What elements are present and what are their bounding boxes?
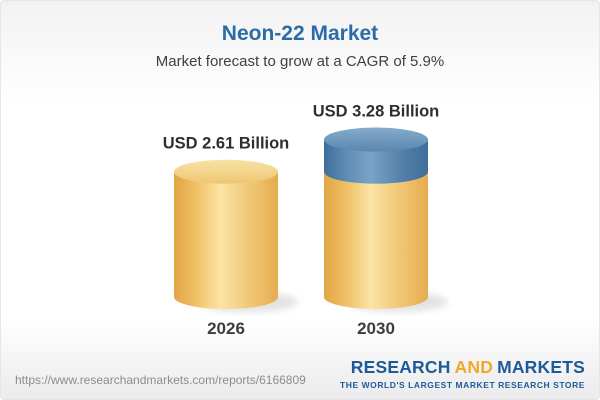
logo-word-and: AND <box>454 357 494 377</box>
year-label-2030: 2030 <box>357 319 395 338</box>
cylinder-2026 <box>174 159 298 312</box>
logo-word-research: RESEARCH <box>350 357 451 377</box>
report-url[interactable]: https://www.researchandmarkets.com/repor… <box>15 373 306 387</box>
chart-layer: USD 2.61 Billion 2026 USD 3.28 Billion 2030 <box>163 103 448 338</box>
logo-word-markets: MARKETS <box>497 357 585 377</box>
chart-title: Neon-22 Market <box>221 22 379 45</box>
chart-header: Neon-22 Market Market forecast to grow a… <box>1 1 599 70</box>
year-label-2026: 2026 <box>207 319 245 338</box>
brand-logo-wordmark: RESEARCH AND MARKETS <box>340 357 585 378</box>
chart-subtitle: Market forecast to grow at a CAGR of 5.9… <box>155 53 445 71</box>
cylinder-2030 <box>324 127 448 312</box>
logo-tagline: THE WORLD'S LARGEST MARKET RESEARCH STOR… <box>340 380 585 390</box>
value-label-2030: USD 3.28 Billion <box>313 103 440 121</box>
value-label-2026: USD 2.61 Billion <box>163 135 290 153</box>
brand-logo: RESEARCH AND MARKETS THE WORLD'S LARGEST M… <box>340 357 585 390</box>
